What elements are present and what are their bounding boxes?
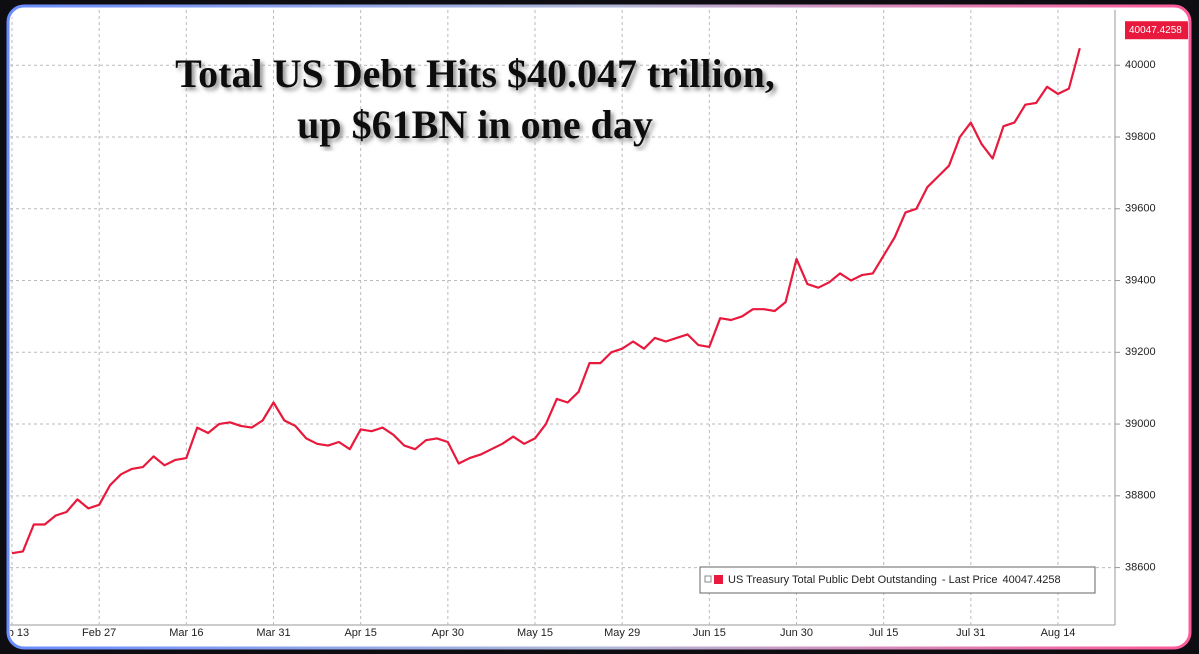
legend-box — [699, 566, 1096, 594]
y-tick-label: 38800 — [1125, 490, 1156, 502]
last-price-tag — [1125, 21, 1188, 40]
title-line: Total US Debt Hits $40.047 trillion, — [175, 51, 775, 96]
x-tick-label: Jun 15 — [693, 627, 726, 639]
y-tick-label: 40000 — [1125, 59, 1156, 71]
x-tick-label: Aug 14 — [1041, 627, 1076, 639]
legend: US Treasury Total Public Debt Outstandin… — [699, 566, 1096, 594]
plot-area: 38600 38800 39000 39200 39400 39600 39800 40000… — [0, 10, 1188, 639]
legend-swatch — [714, 575, 723, 584]
x-tick-label: Jul 15 — [869, 627, 898, 639]
title-line: up $61BN in one day — [297, 102, 653, 147]
x-tick-label: Feb 27 — [82, 627, 116, 639]
y-tick-label: 39200 — [1125, 346, 1156, 358]
x-tick-label: Mar 31 — [256, 627, 290, 639]
x-tick-label: Apr 15 — [344, 627, 376, 639]
x-tick-label: Jun 30 — [780, 627, 813, 639]
y-tick-label: 39600 — [1125, 203, 1156, 215]
legend-last-price: 40047.4258 — [1003, 574, 1061, 586]
y-tick-label: 39800 — [1125, 131, 1156, 143]
legend-suffix: - Last Price — [942, 574, 998, 586]
y-tick-label: 39000 — [1125, 418, 1156, 430]
data-line — [11, 47, 1081, 555]
legend-checkbox — [704, 575, 712, 583]
frame — [6, 4, 1192, 650]
y-tick-label: 38600 — [1125, 561, 1156, 573]
last-price-label: 40047.4258 — [1129, 25, 1182, 36]
legend-series-name: US Treasury Total Public Debt Outstandin… — [728, 574, 937, 586]
x-tick-label: Mar 16 — [169, 627, 203, 639]
x-tick-label: Apr 30 — [432, 627, 464, 639]
x-tick-label: Jul 31 — [956, 627, 985, 639]
y-tick-label: 39400 — [1125, 274, 1156, 286]
x-tick-label: Feb 13 — [0, 627, 29, 639]
legend-text: US Treasury Total Public Debt Outstandin… — [728, 574, 1061, 586]
x-tick-label: May 15 — [517, 627, 553, 639]
x-tick-label: May 29 — [604, 627, 640, 639]
